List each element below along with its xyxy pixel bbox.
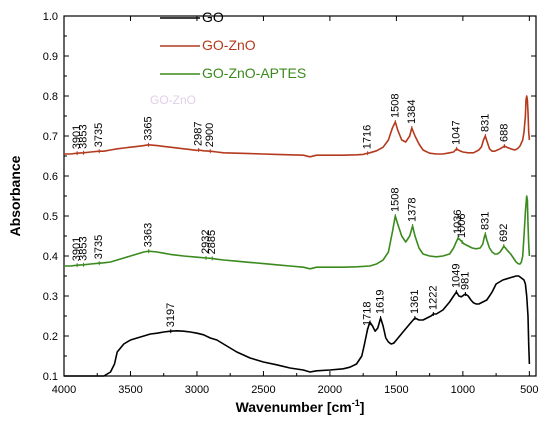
x-axis-title-main: Wavenumber [cm xyxy=(236,399,352,415)
x-axis-ticks: 4000 3500 3000 2500 2000 1500 1000 500 xyxy=(52,16,539,396)
peak-label: 1384 xyxy=(406,100,418,124)
peak-label: 3853 xyxy=(78,236,90,260)
legend-label: GO-ZnO-APTES xyxy=(202,65,306,81)
y-tick-label: 0.1 xyxy=(43,371,58,383)
y-tick-label: 0.9 xyxy=(43,51,58,63)
series-line-go-zno xyxy=(64,95,531,158)
x-tick-label: 3500 xyxy=(118,384,142,396)
peak-label: 1508 xyxy=(389,188,401,212)
peak-label: 2885 xyxy=(206,230,218,254)
peak-label: 831 xyxy=(479,212,491,230)
y-tick-label: 1.0 xyxy=(43,11,58,23)
x-tick-label: 2000 xyxy=(318,384,342,396)
peak-label: 2900 xyxy=(204,123,216,147)
peak-label: 1378 xyxy=(407,198,419,222)
y-tick-label: 0.5 xyxy=(43,211,58,223)
peak-label: 831 xyxy=(479,114,491,132)
x-tick-label: 4000 xyxy=(52,384,76,396)
peak-label: 2932 xyxy=(200,230,212,254)
x-axis-title-superscript: -1 xyxy=(352,398,360,408)
y-tick-label: 0.8 xyxy=(43,91,58,103)
peak-label: 3735 xyxy=(93,123,105,147)
peak-label: 3735 xyxy=(93,235,105,259)
peak-label: 3901 xyxy=(71,237,83,261)
peak-label: 981 xyxy=(459,272,471,290)
peak-label: 2987 xyxy=(193,122,205,146)
peak-label: 3197 xyxy=(165,303,177,327)
x-tick-label: 500 xyxy=(520,384,538,396)
y-tick-label: 0.7 xyxy=(43,131,58,143)
x-tick-label: 3000 xyxy=(185,384,209,396)
peak-label: 1508 xyxy=(389,94,401,118)
legend: GO GO-ZnO GO-ZnO-APTES xyxy=(160,9,306,81)
peak-label: 1361 xyxy=(409,290,421,314)
y-tick-label: 0.6 xyxy=(43,171,58,183)
peak-label: 1222 xyxy=(427,286,439,310)
y-tick-label: 0.3 xyxy=(43,291,58,303)
peak-label: 1049 xyxy=(450,264,462,288)
peak-label: 692 xyxy=(498,224,510,242)
peak-label: 1716 xyxy=(362,125,374,149)
x-tick-label: 2500 xyxy=(251,384,275,396)
ghost-label: GO-ZnO xyxy=(150,93,196,107)
series-line-go xyxy=(64,275,531,377)
y-axis-title: Absorbance xyxy=(7,155,23,236)
legend-label: GO-ZnO xyxy=(202,37,256,53)
y-tick-label: 0.2 xyxy=(43,331,58,343)
peak-label: 3365 xyxy=(142,116,154,140)
peak-label: 1006 xyxy=(456,214,468,238)
x-axis-title: Wavenumber [cm-1] xyxy=(236,398,365,415)
peak-label: 1619 xyxy=(375,290,387,314)
y-axis-ticks: 0.1 0.2 0.3 0.4 0.5 0.6 0.7 0.8 0.9 1.0 xyxy=(43,11,536,383)
peak-label: 688 xyxy=(498,124,510,142)
peak-label: 3363 xyxy=(143,223,155,247)
peak-label: 3853 xyxy=(78,124,90,148)
peak-label: 1047 xyxy=(451,120,463,144)
legend-label: GO xyxy=(202,9,224,25)
peak-label: 1718 xyxy=(361,302,373,326)
x-tick-label: 1000 xyxy=(451,384,475,396)
x-tick-label: 1500 xyxy=(384,384,408,396)
y-tick-label: 0.4 xyxy=(43,251,58,263)
peak-label: 3901 xyxy=(71,125,83,149)
peak-label: 1036 xyxy=(452,210,464,234)
x-axis-title-close: ] xyxy=(360,399,365,415)
